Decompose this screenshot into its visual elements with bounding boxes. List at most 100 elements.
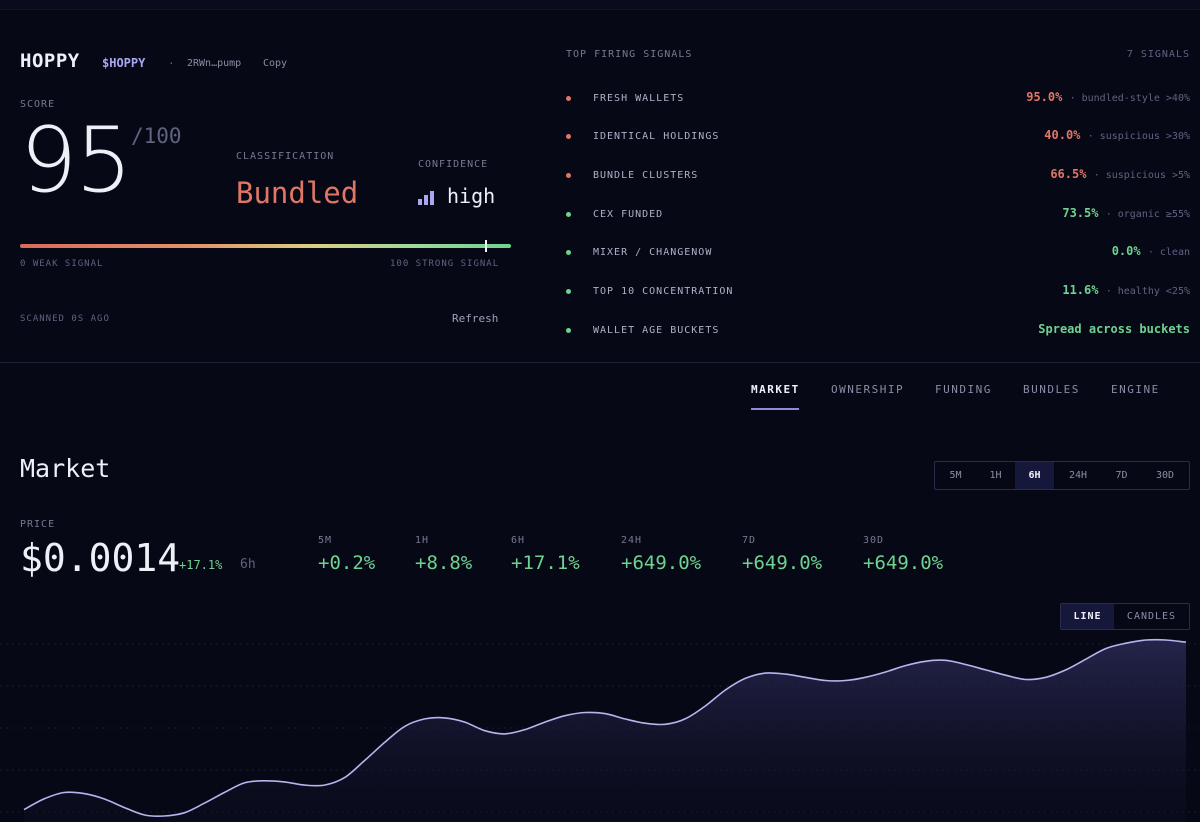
- chart-type-candles[interactable]: CANDLES: [1126, 611, 1177, 622]
- signal-row: BUNDLE CLUSTERS 66.5% · suspicious >5%: [566, 167, 1190, 187]
- signal-row: FRESH WALLETS 95.0% · bundled-style >40%: [566, 90, 1190, 110]
- stat-value: +649.0%: [863, 552, 944, 574]
- confidence-label: CONFIDENCE: [418, 159, 489, 170]
- status-dot-icon: [566, 134, 571, 139]
- signal-metric: 0.0% · clean: [1112, 244, 1190, 258]
- timeframe-5m[interactable]: 5M: [949, 470, 962, 481]
- classification-label: CLASSIFICATION: [236, 151, 335, 162]
- signal-value: 11.6%: [1062, 283, 1099, 297]
- signal-threshold: · healthy <25%: [1105, 286, 1190, 297]
- active-tab-indicator: [751, 408, 799, 410]
- price-area: [24, 639, 1186, 822]
- token-name: HOPPY: [20, 50, 80, 72]
- signal-metric: 73.5% · organic ≥55%: [1062, 206, 1190, 220]
- signal-row: IDENTICAL HOLDINGS 40.0% · suspicious >30…: [566, 128, 1190, 148]
- price-label: PRICE: [20, 519, 56, 530]
- price-change: +17.1%: [179, 558, 223, 572]
- chart-type-selector: LINE CANDLES: [1060, 603, 1190, 630]
- stat-value: +8.8%: [415, 552, 473, 574]
- market-title: Market: [20, 454, 111, 483]
- stat-label: 6H: [511, 535, 526, 546]
- classification-value: Bundled: [236, 176, 359, 210]
- tab-ownership[interactable]: OWNERSHIP: [831, 383, 905, 396]
- stat-label: 7D: [742, 535, 757, 546]
- status-dot-icon: [566, 96, 571, 101]
- signal-value: 73.5%: [1062, 206, 1099, 220]
- stat-label: 24H: [621, 535, 643, 546]
- timeframe-1h[interactable]: 1H: [989, 470, 1002, 481]
- section-divider: [0, 362, 1200, 363]
- signal-row: WALLET AGE BUCKETS Spread across buckets: [566, 322, 1190, 342]
- score-gauge-marker: [485, 240, 487, 252]
- signal-threshold: · organic ≥55%: [1105, 209, 1190, 220]
- score-label: SCORE: [20, 99, 56, 110]
- confidence-value: high: [447, 184, 496, 208]
- gauge-max-label: 100 STRONG SIGNAL: [390, 259, 500, 269]
- stat-6h: 6H +17.1%: [511, 535, 580, 574]
- refresh-button[interactable]: Refresh: [452, 312, 499, 325]
- signals-title: TOP FIRING SIGNALS: [566, 49, 693, 60]
- timeframe-7d[interactable]: 7D: [1115, 470, 1128, 481]
- scan-status: SCANNED 0S AGO: [20, 314, 110, 324]
- stat-7d: 7D +649.0%: [742, 535, 822, 574]
- signal-metric: 66.5% · suspicious >5%: [1050, 167, 1190, 181]
- stat-label: 1H: [415, 535, 430, 546]
- stat-value: +0.2%: [318, 552, 376, 574]
- status-dot-icon: [566, 250, 571, 255]
- score-max: /100: [131, 124, 182, 148]
- signal-threshold: · clean: [1147, 247, 1190, 258]
- timeframe-30d[interactable]: 30D: [1155, 470, 1175, 481]
- signal-metric: 95.0% · bundled-style >40%: [1026, 90, 1190, 104]
- status-dot-icon: [566, 289, 571, 294]
- timeframe-selector: 5M 1H 6H 24H 7D 30D: [934, 461, 1190, 490]
- signal-name: FRESH WALLETS: [593, 93, 685, 104]
- status-dot-icon: [566, 212, 571, 217]
- signal-metric: Spread across buckets: [1038, 322, 1190, 336]
- tab-funding[interactable]: FUNDING: [935, 383, 992, 396]
- copy-address-button[interactable]: Copy: [263, 58, 288, 69]
- token-address: 2RWn…pump: [187, 58, 242, 69]
- signal-name: BUNDLE CLUSTERS: [593, 170, 699, 181]
- price-line: [23, 638, 1187, 818]
- chart-type-line[interactable]: LINE: [1061, 604, 1114, 629]
- signal-threshold: · bundled-style >40%: [1069, 93, 1190, 104]
- signal-value: 95.0%: [1026, 90, 1063, 104]
- timeframe-24h[interactable]: 24H: [1068, 470, 1088, 481]
- signal-name: CEX FUNDED: [593, 209, 664, 220]
- stat-5m: 5M +0.2%: [318, 535, 375, 574]
- signal-row: MIXER / CHANGENOW 0.0% · clean: [566, 244, 1190, 264]
- signal-name: TOP 10 CONCENTRATION: [593, 286, 734, 297]
- signal-value: 0.0%: [1111, 244, 1141, 258]
- status-dot-icon: [566, 173, 571, 178]
- score-value: 95: [20, 108, 133, 213]
- stat-value: +17.1%: [511, 552, 580, 574]
- stat-value: +649.0%: [621, 552, 702, 574]
- token-ticker: $HOPPY: [102, 56, 146, 70]
- score-gauge: [20, 244, 511, 248]
- separator-dot: ·: [168, 57, 175, 70]
- stat-label: 30D: [863, 535, 885, 546]
- stat-label: 5M: [318, 535, 333, 546]
- signal-metric: 11.6% · healthy <25%: [1062, 283, 1190, 297]
- stat-1h: 1H +8.8%: [415, 535, 472, 574]
- timeframe-6h[interactable]: 6H: [1015, 462, 1054, 489]
- status-dot-icon: [566, 328, 571, 333]
- signal-row: CEX FUNDED 73.5% · organic ≥55%: [566, 206, 1190, 226]
- signal-row: TOP 10 CONCENTRATION 11.6% · healthy <25%: [566, 283, 1190, 303]
- signal-value: 40.0%: [1044, 128, 1081, 142]
- gauge-min-label: 0 WEAK SIGNAL: [20, 259, 104, 269]
- signal-value: 66.5%: [1050, 167, 1087, 181]
- stat-24h: 24H +649.0%: [621, 535, 701, 574]
- signal-value: Spread across buckets: [1038, 322, 1190, 336]
- signal-name: IDENTICAL HOLDINGS: [593, 131, 720, 142]
- tab-engine[interactable]: ENGINE: [1111, 383, 1160, 396]
- stat-value: +649.0%: [742, 552, 823, 574]
- signal-metric: 40.0% · suspicious >30%: [1044, 128, 1190, 142]
- signal-bars-icon: [418, 189, 438, 205]
- tab-market[interactable]: MARKET: [751, 383, 800, 396]
- signal-name: WALLET AGE BUCKETS: [593, 325, 720, 336]
- tab-bundles[interactable]: BUNDLES: [1023, 383, 1080, 396]
- price-chart: [0, 638, 1200, 822]
- signal-threshold: · suspicious >5%: [1093, 170, 1190, 181]
- price-period: 6h: [240, 557, 256, 572]
